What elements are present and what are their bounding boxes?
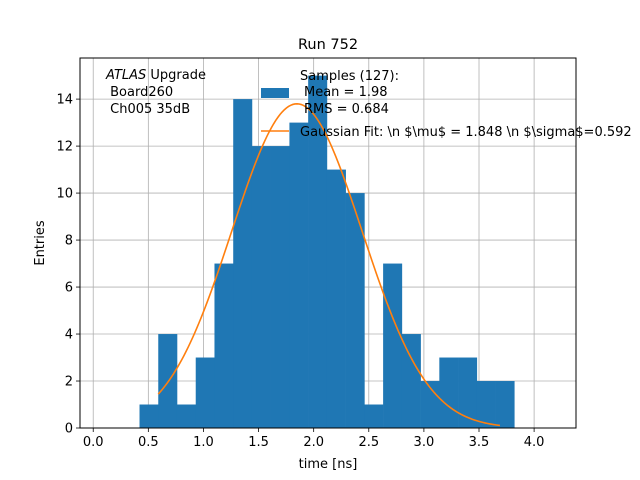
- x-tick-label: 1.5: [248, 435, 269, 450]
- atlas-annotation: ATLAS Upgrade Board260 Ch005 35dB: [105, 68, 206, 117]
- x-tick-label: 2.0: [303, 435, 324, 450]
- y-axis-ticks: 0 2 4 6 8 10 12 14: [56, 93, 80, 437]
- histogram-bar: [289, 122, 309, 428]
- histogram-bar: [401, 334, 421, 428]
- legend-mean: Mean = 1.98: [304, 85, 388, 100]
- y-axis-label: Entries: [33, 220, 48, 266]
- histogram-bar: [345, 193, 365, 428]
- histogram-bar: [326, 169, 346, 429]
- chart-title: Run 752: [298, 37, 358, 53]
- x-tick-label: 1.0: [193, 435, 214, 450]
- y-tick-label: 12: [56, 140, 73, 155]
- x-tick-label: 0.0: [83, 435, 104, 450]
- histogram-bar: [233, 99, 253, 428]
- annotation-line-3: Ch005 35dB: [106, 102, 190, 117]
- y-tick-label: 6: [65, 281, 73, 296]
- histogram-bar: [195, 357, 215, 428]
- y-tick-label: 2: [65, 375, 73, 390]
- legend-rms: RMS = 0.684: [304, 102, 389, 117]
- x-axis-ticks: 0.0 0.5 1.0 1.5 2.0 2.5 3.0 3.5 4.0: [83, 428, 545, 450]
- y-tick-label: 0: [65, 422, 73, 437]
- gaussian-fit: [157, 103, 501, 427]
- histogram-bar: [458, 357, 478, 428]
- histogram-bar: [270, 146, 290, 428]
- histogram-bar: [308, 75, 328, 428]
- y-tick-label: 4: [65, 328, 73, 343]
- histogram-bar: [439, 357, 459, 428]
- annotation-upgrade: Upgrade: [146, 68, 206, 83]
- x-axis-label: time [ns]: [299, 457, 358, 472]
- y-tick-label: 14: [56, 93, 73, 108]
- histogram-bar: [476, 381, 496, 428]
- histogram-bar: [364, 404, 384, 428]
- annotation-atlas: ATLAS: [105, 68, 146, 83]
- legend-swatch-samples: [261, 88, 289, 98]
- histogram-bar: [251, 146, 271, 428]
- y-tick-label: 10: [56, 187, 73, 202]
- x-tick-label: 2.5: [358, 435, 379, 450]
- histogram-bar: [383, 263, 403, 428]
- histogram-bar: [495, 381, 515, 428]
- annotation-line-2: Board260: [106, 85, 173, 100]
- histogram-bar: [139, 404, 159, 428]
- histogram-bar: [176, 404, 197, 428]
- x-tick-label: 3.0: [414, 435, 435, 450]
- histogram-bars: [139, 75, 515, 429]
- histogram-bar: [214, 263, 234, 428]
- x-tick-label: 3.5: [469, 435, 490, 450]
- x-tick-label: 4.0: [524, 435, 545, 450]
- legend: Samples (127): Mean = 1.98 RMS = 0.684 G…: [261, 69, 632, 140]
- x-tick-label: 0.5: [138, 435, 159, 450]
- legend-label-fit: Gaussian Fit: \n $\mu$ = 1.848 \n $\sigm…: [300, 125, 632, 140]
- annotation-line-1: ATLAS Upgrade: [105, 68, 206, 83]
- legend-label-samples: Samples (127):: [300, 69, 399, 84]
- y-tick-label: 8: [65, 234, 73, 249]
- gaussian-fit-curve: [157, 103, 501, 427]
- plot-frame: [79, 57, 577, 429]
